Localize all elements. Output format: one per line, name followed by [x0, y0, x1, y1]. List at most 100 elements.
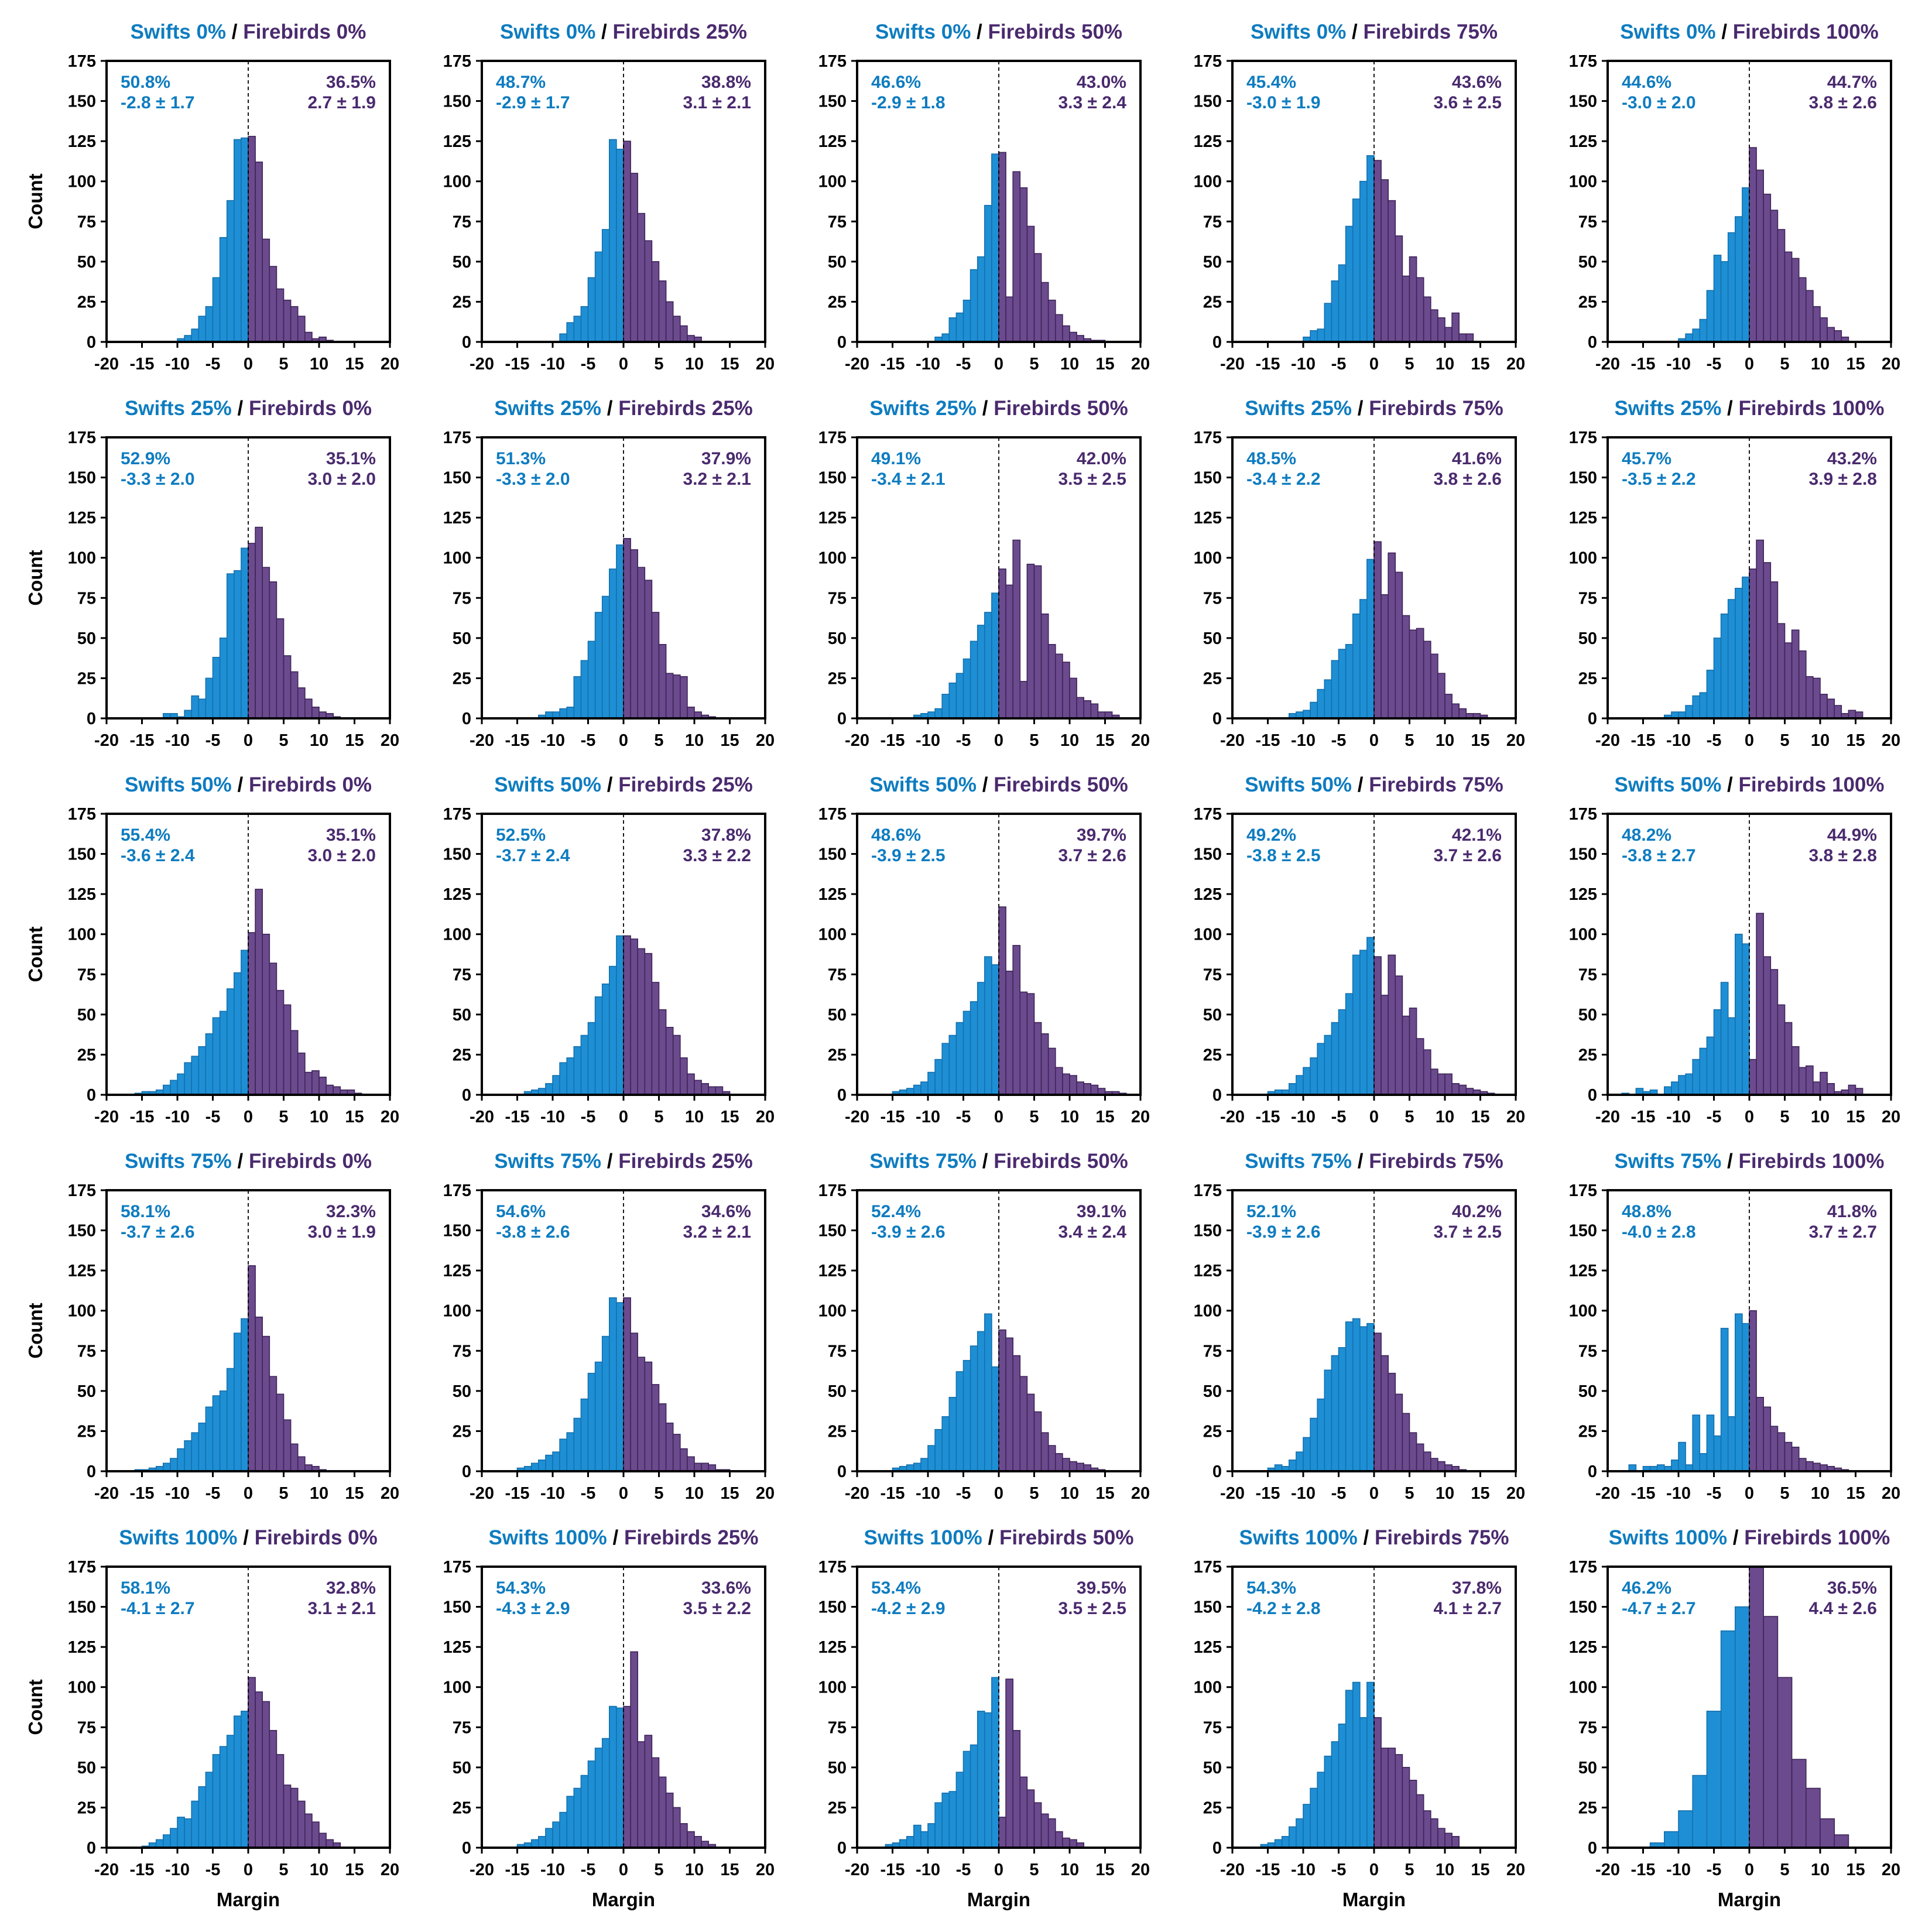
x-tick-label: 20: [381, 1861, 399, 1879]
x-tick-label: -5: [581, 1108, 596, 1126]
histogram-bar: [1451, 703, 1460, 719]
x-tick-label: -5: [205, 731, 221, 750]
histogram-bar: [198, 698, 207, 719]
histogram-bar: [955, 312, 964, 342]
x-tick-label: -10: [916, 731, 940, 750]
swifts-win-pct: 48.8%: [1622, 1202, 1671, 1221]
histogram-bar: [941, 333, 950, 342]
y-tick-label: 100: [1569, 173, 1597, 191]
histogram-bar: [927, 1823, 936, 1848]
histogram-bar: [1055, 1067, 1063, 1095]
y-tick-label: 100: [68, 1678, 96, 1697]
x-tick-label: 0: [1369, 1108, 1379, 1126]
histogram-bar: [233, 139, 242, 342]
swifts-win-pct: 52.5%: [496, 825, 546, 845]
histogram-bar: [927, 1071, 936, 1095]
histogram-bar: [1317, 328, 1325, 342]
histogram-panel: -20 -15 -10 -5 0 5 10 15 20 0 25 50 75 100 125 150 175 Sw…: [443, 773, 775, 1126]
y-tick-label: 175: [818, 52, 847, 71]
histogram-bar: [687, 1831, 695, 1848]
x-tick-label: -20: [845, 1861, 869, 1879]
firebirds-mean-margin: 3.5 ± 2.5: [1058, 470, 1126, 489]
title-swifts: Swifts 0%: [1620, 20, 1715, 43]
x-tick-label: -15: [1256, 1861, 1280, 1879]
swifts-win-pct: 52.9%: [121, 449, 170, 468]
histogram-bar: [630, 1651, 638, 1848]
histogram-bar: [970, 1345, 978, 1472]
x-tick-label: 10: [1436, 1484, 1454, 1503]
histogram-bar: [672, 674, 681, 719]
y-tick-label: 0: [87, 1086, 96, 1105]
y-tick-label: 125: [1569, 509, 1597, 527]
x-tick-label: -15: [881, 1484, 905, 1503]
x-tick-label: 5: [654, 731, 663, 750]
x-tick-label: -5: [1331, 1861, 1347, 1879]
histogram-bar: [1359, 1326, 1368, 1472]
title-separator: /: [1352, 1150, 1369, 1173]
x-tick-label: 5: [1029, 355, 1039, 374]
y-tick-label: 125: [68, 1262, 96, 1280]
histogram-bar: [913, 1462, 922, 1472]
x-tick-label: -5: [1707, 355, 1722, 374]
x-tick-label: -5: [1707, 1484, 1722, 1503]
x-tick-label: -15: [505, 1108, 530, 1126]
firebirds-mean-margin: 3.3 ± 2.4: [1058, 93, 1126, 112]
x-tick-label: 0: [994, 731, 1003, 750]
histogram-bar: [1706, 1414, 1715, 1472]
histogram-bar: [1345, 1321, 1354, 1472]
x-tick-label: -10: [1666, 1861, 1691, 1879]
y-tick-label: 0: [837, 1839, 847, 1858]
firebirds-mean-margin: 4.1 ± 2.7: [1433, 1599, 1502, 1618]
y-tick-label: 75: [77, 965, 96, 984]
histogram-bar: [184, 1440, 193, 1472]
y-tick-label: 100: [1569, 1678, 1597, 1697]
histogram-bar: [198, 1046, 207, 1095]
y-tick-label: 175: [1194, 52, 1222, 71]
x-tick-label: 0: [1369, 1484, 1379, 1503]
y-tick-label: 125: [818, 885, 847, 904]
title-swifts: Swifts 75%: [869, 1150, 977, 1173]
histogram-bar: [552, 1075, 560, 1095]
x-tick-label: 15: [1471, 731, 1489, 750]
title-swifts: Swifts 100%: [1239, 1526, 1357, 1549]
x-tick-label: -20: [1220, 1484, 1245, 1503]
y-tick-label: 150: [1569, 1598, 1597, 1617]
firebirds-mean-margin: 3.2 ± 2.1: [683, 470, 751, 489]
x-axis-label: Margin: [592, 1889, 655, 1910]
swifts-mean-margin: -3.3 ± 2.0: [496, 470, 570, 489]
histogram-bar: [1388, 1372, 1396, 1472]
x-tick-label: -5: [1331, 1108, 1347, 1126]
histogram-bar: [191, 1432, 200, 1472]
title-separator: /: [601, 773, 618, 796]
histogram-bar: [1359, 180, 1368, 342]
histogram-bar: [644, 953, 653, 1095]
histogram-bar: [1692, 1059, 1701, 1095]
y-tick-label: 25: [453, 1046, 471, 1064]
histogram-bar: [1331, 660, 1340, 719]
histogram-bar: [1388, 954, 1396, 1095]
x-tick-label: 0: [244, 1108, 253, 1126]
firebirds-win-pct: 39.1%: [1077, 1202, 1126, 1221]
histogram-bar: [233, 1715, 242, 1848]
x-tick-label: 10: [1060, 355, 1079, 374]
histogram-bar: [1777, 229, 1786, 342]
histogram-bar: [977, 1331, 985, 1472]
title-firebirds: Firebirds 100%: [1739, 773, 1885, 796]
y-tick-label: 25: [828, 293, 847, 311]
x-tick-label: -10: [540, 731, 565, 750]
swifts-win-pct: 53.4%: [871, 1578, 921, 1598]
y-axis-label: Count: [25, 1679, 46, 1735]
histogram-bar: [283, 1784, 292, 1848]
histogram-bar: [318, 1832, 327, 1848]
histogram-bar: [1791, 1759, 1807, 1848]
x-tick-label: -20: [94, 1861, 119, 1879]
histogram-bar: [1069, 1075, 1077, 1095]
histogram-bar: [276, 989, 285, 1095]
histogram-bar: [1451, 1836, 1460, 1848]
x-tick-label: 20: [1131, 1484, 1150, 1503]
histogram-bar: [616, 1707, 624, 1848]
histogram-bar: [680, 676, 688, 719]
x-tick-label: 20: [1506, 1108, 1525, 1126]
y-tick-label: 125: [68, 132, 96, 151]
histogram-bar: [687, 707, 695, 719]
